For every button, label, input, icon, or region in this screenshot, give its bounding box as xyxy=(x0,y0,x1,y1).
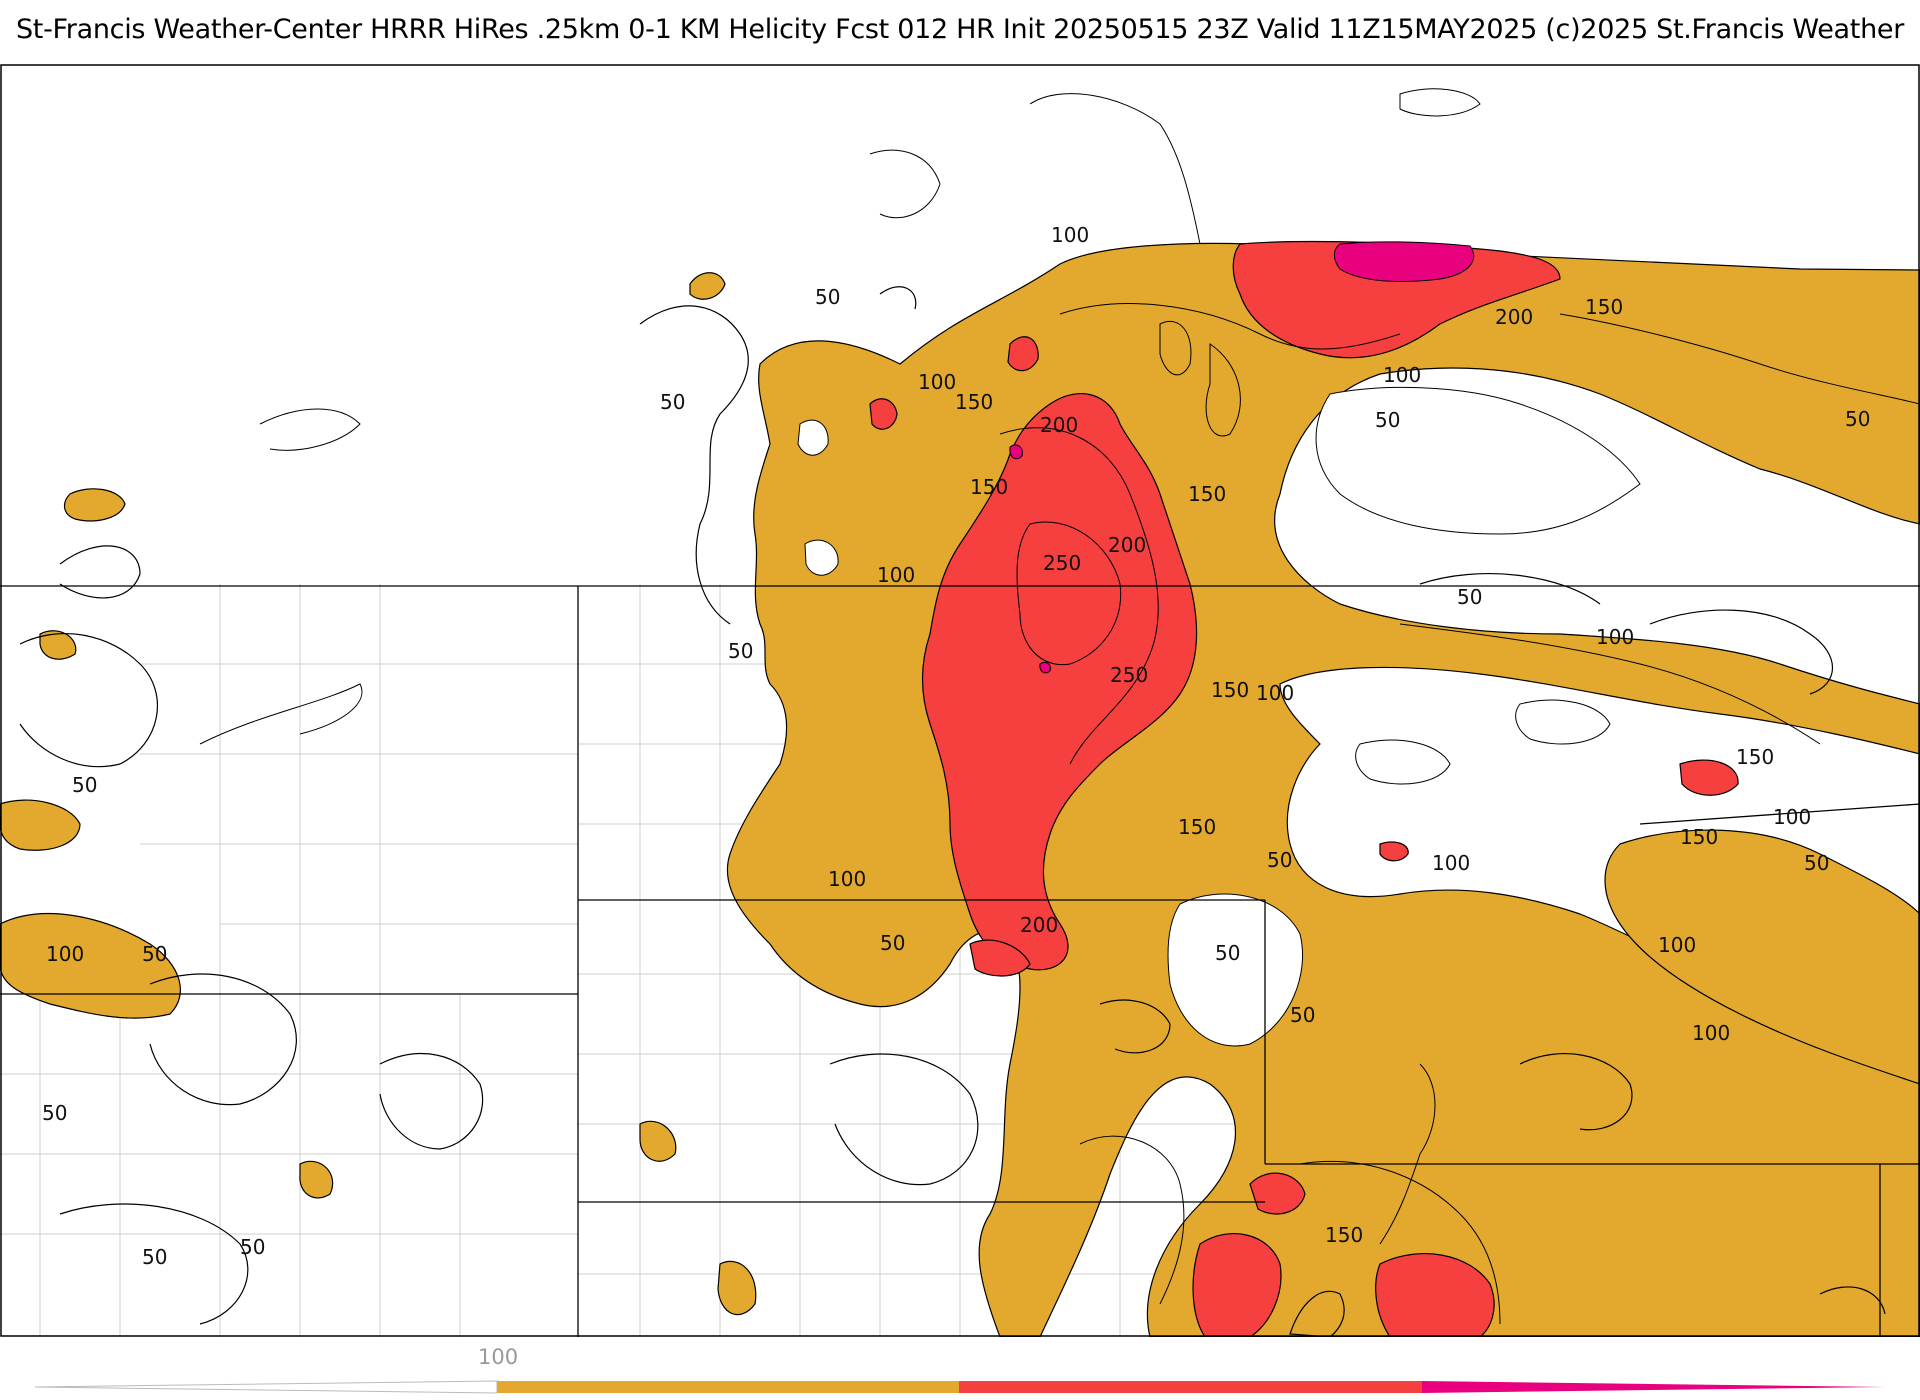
contour-label: 50 xyxy=(728,639,753,663)
contour-lines-50 xyxy=(19,286,1886,1325)
map-border xyxy=(0,64,1920,1337)
state-borders xyxy=(0,585,1920,1337)
contour-label: 50 xyxy=(1845,407,1870,431)
colorbar-low-segment xyxy=(34,1380,498,1394)
contour-label: 50 xyxy=(880,931,905,955)
contour-label: 50 xyxy=(142,942,167,966)
contour-label: 50 xyxy=(42,1101,67,1125)
contour-label: 50 xyxy=(815,285,840,309)
contour-label: 50 xyxy=(1804,851,1829,875)
contour-label: 50 xyxy=(72,773,97,797)
contour-label: 50 xyxy=(660,390,685,414)
contour-label: 200 xyxy=(1040,413,1078,437)
contour-label: 100 xyxy=(828,867,866,891)
contour-label: 150 xyxy=(1680,825,1718,849)
contour-label: 250 xyxy=(1110,663,1148,687)
contour-label: 150 xyxy=(1178,815,1216,839)
helicity-below-100-holes xyxy=(797,386,1641,1047)
contour-lines-inner xyxy=(999,303,1920,1325)
contour-label: 50 xyxy=(1267,848,1292,872)
contour-label: 200 xyxy=(1108,533,1146,557)
contour-label: 150 xyxy=(970,475,1008,499)
colorbar-tick-label: 100 xyxy=(478,1345,518,1369)
contour-label: 100 xyxy=(1432,851,1470,875)
colorbar-100-segment xyxy=(497,1381,959,1393)
contour-label: 150 xyxy=(1211,678,1249,702)
lake-outlines xyxy=(199,88,1481,1245)
contour-label: 50 xyxy=(1457,585,1482,609)
contour-label: 50 xyxy=(1290,1003,1315,1027)
contour-label: 100 xyxy=(1658,933,1696,957)
contour-label: 100 xyxy=(1692,1021,1730,1045)
helicity-200-300-fill xyxy=(869,240,1739,1337)
contour-label: 100 xyxy=(46,942,84,966)
contour-label: 100 xyxy=(1256,681,1294,705)
colorbar-200-segment xyxy=(959,1381,1422,1393)
colorbar-300-segment xyxy=(1422,1381,1885,1393)
contour-label: 200 xyxy=(1495,305,1533,329)
contour-label: 200 xyxy=(1020,913,1058,937)
contour-label: 150 xyxy=(1188,482,1226,506)
contour-label: 150 xyxy=(1325,1223,1363,1247)
contour-label: 150 xyxy=(955,390,993,414)
contour-label: 50 xyxy=(1215,941,1240,965)
contour-label: 100 xyxy=(877,563,915,587)
contour-label: 100 xyxy=(1596,625,1634,649)
contour-label: 100 xyxy=(1051,223,1089,247)
contour-label: 100 xyxy=(918,370,956,394)
contour-label: 50 xyxy=(1375,408,1400,432)
contour-label: 50 xyxy=(240,1235,265,1259)
contour-label: 100 xyxy=(1383,363,1421,387)
contour-label: 150 xyxy=(1736,745,1774,769)
contour-labels: 100 50 50 100 150 200 150 200 150 200 15… xyxy=(42,223,1870,1269)
colorbar: 100 xyxy=(34,1345,1885,1394)
contour-label: 250 xyxy=(1043,551,1081,575)
contour-label: 50 xyxy=(142,1245,167,1269)
helicity-map: 100 50 50 100 150 200 150 200 150 200 15… xyxy=(0,64,1920,1337)
contour-label: 100 xyxy=(1773,805,1811,829)
map-title: St-Francis Weather-Center HRRR HiRes .25… xyxy=(15,14,1905,45)
helicity-300-fill xyxy=(1009,241,1475,674)
contour-label: 150 xyxy=(1585,295,1623,319)
